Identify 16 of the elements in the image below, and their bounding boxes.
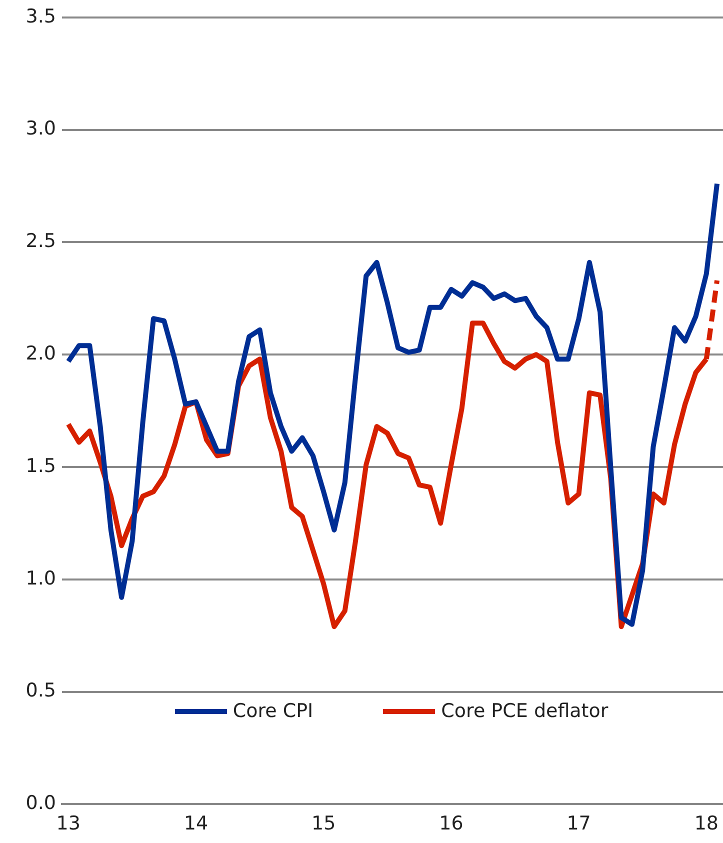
x-tick-label: 18 [694, 812, 719, 835]
y-tick-label: 2.0 [26, 342, 56, 365]
x-tick-label: 15 [312, 812, 336, 835]
x-tick-label: 13 [56, 812, 80, 835]
y-tick-label: 0.0 [26, 792, 56, 814]
x-tick-label: 14 [184, 812, 208, 835]
x-tick-label: 16 [439, 812, 464, 835]
y-tick-label: 0.5 [26, 680, 56, 702]
y-tick-label: 1.5 [26, 454, 56, 477]
y-tick-label: 1.0 [26, 567, 56, 590]
y-tick-label: 3.5 [26, 5, 56, 28]
x-tick-label: 17 [566, 812, 591, 835]
y-tick-label: 2.5 [26, 230, 56, 252]
y-tick-label: 3.0 [26, 118, 56, 140]
legend-label: Core CPI [232, 700, 314, 722]
legend-label: Core PCE deflator [441, 700, 608, 722]
